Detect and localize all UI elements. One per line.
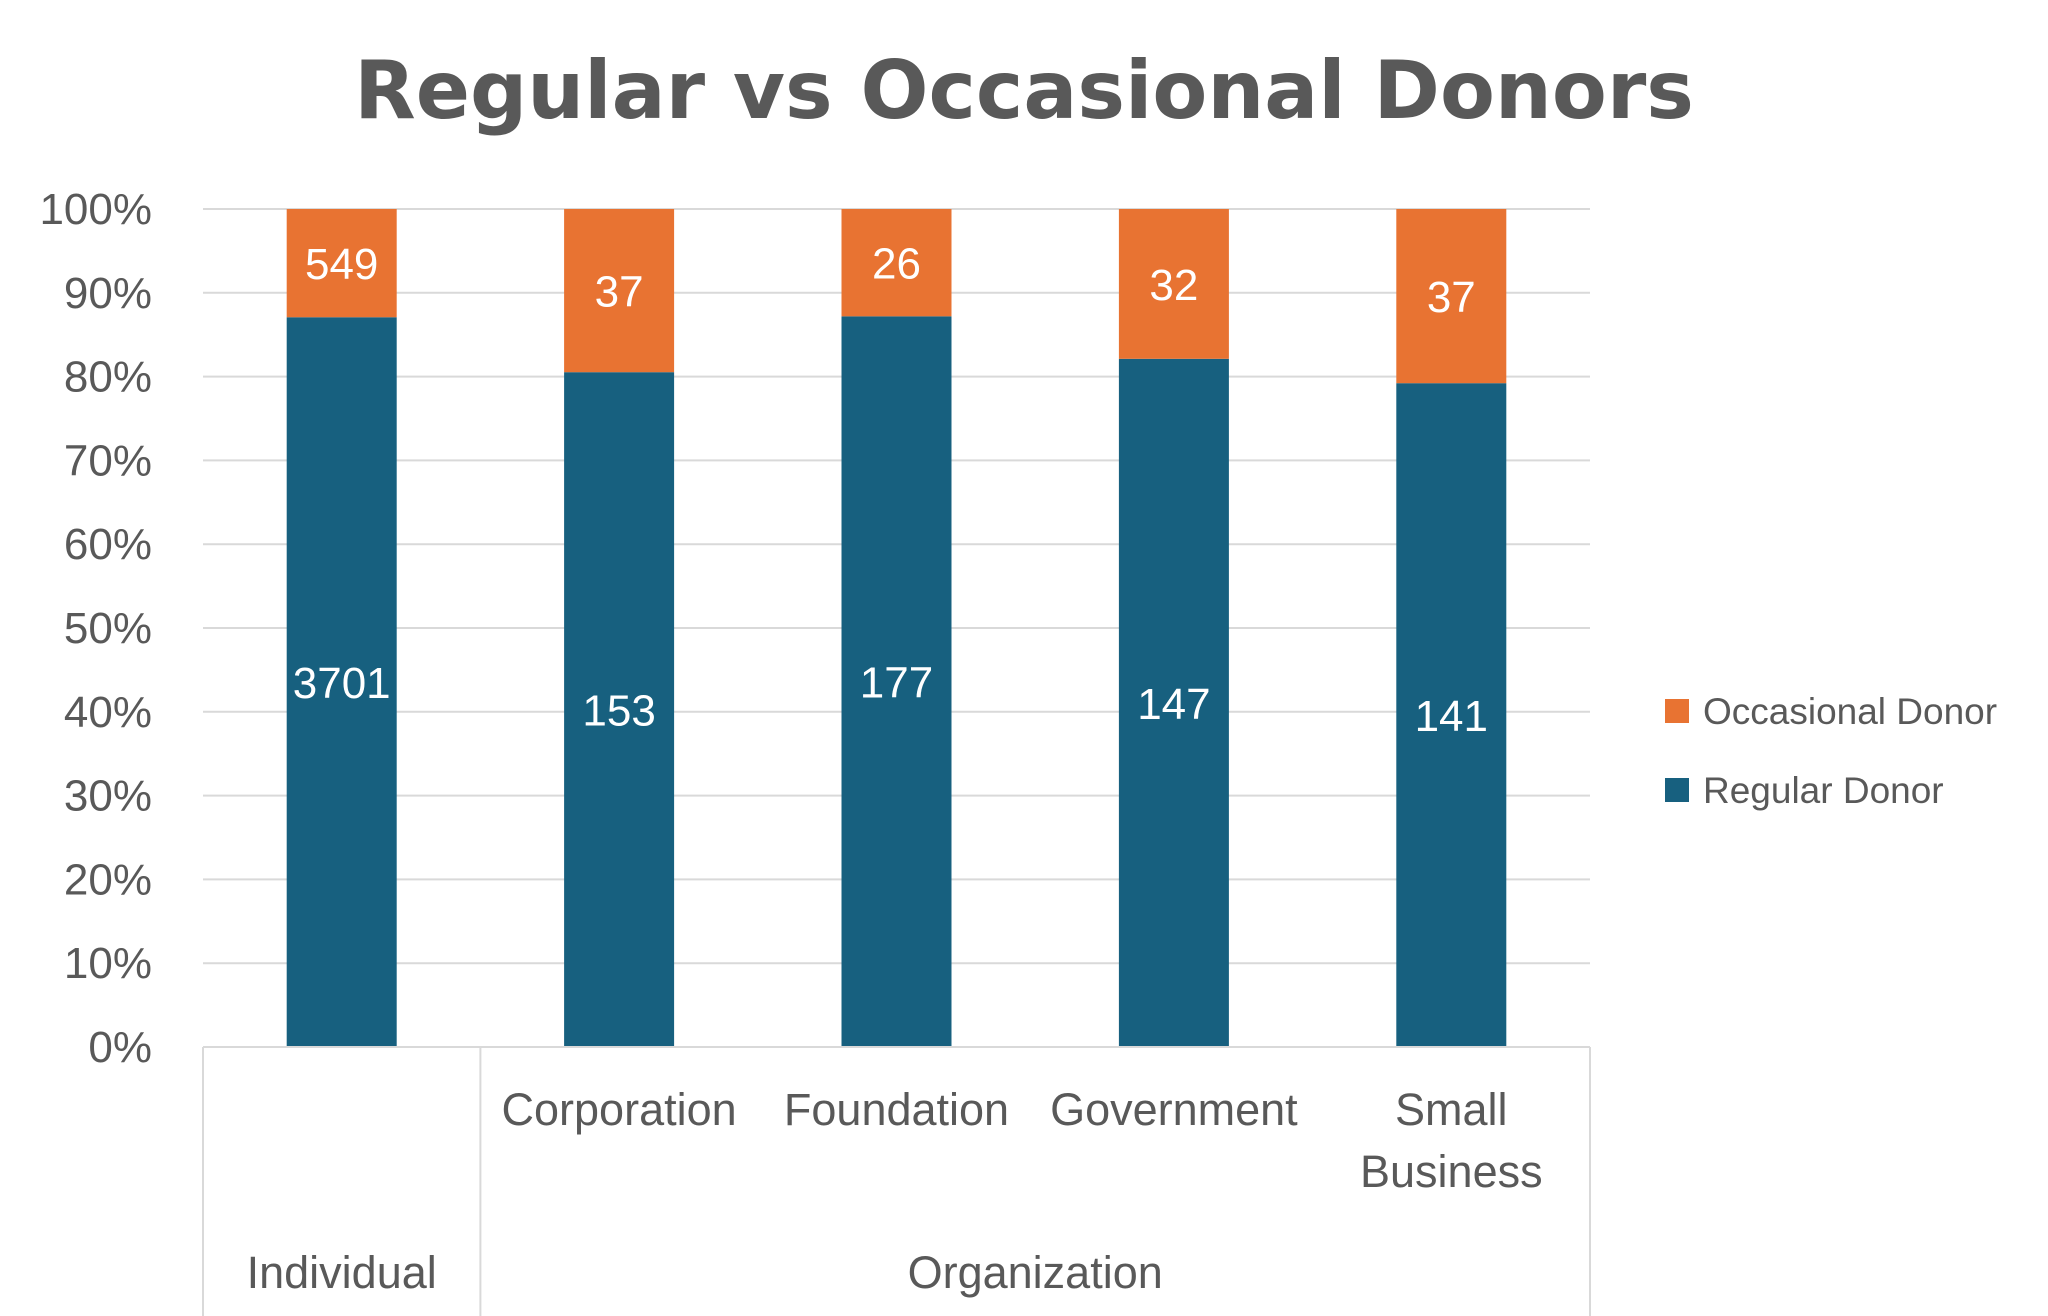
data-label-regular: 147 (1137, 680, 1210, 729)
bar-occasional-donor (841, 209, 952, 317)
category-axis: Corporation Foundation Government Small Busi… (202, 1046, 1591, 1316)
x-category-label: Government (1050, 1084, 1298, 1135)
bar-regular-donor (286, 317, 397, 1047)
legend-label: Regular Donor (1703, 770, 1944, 811)
y-tick-label: 100% (39, 185, 152, 234)
data-label-occasional: 549 (305, 240, 378, 289)
y-tick-label: 80% (64, 353, 152, 402)
y-axis-tick-labels: 0% 10% 20% 30% 40% 50% 60% 70% 80% 90% 100% (39, 185, 152, 1072)
y-tick-label: 90% (64, 269, 152, 318)
bar-regular-donor (564, 372, 675, 1048)
y-tick-label: 50% (64, 604, 152, 653)
legend: Occasional Donor Regular Donor (1665, 691, 1997, 811)
y-tick-label: 0% (88, 1023, 152, 1072)
data-label-regular: 3701 (293, 659, 391, 708)
x-group-label: Organization (908, 1247, 1163, 1298)
bar-regular-donor (1118, 358, 1229, 1047)
x-category-label: Small Business (1360, 1084, 1543, 1197)
y-tick-label: 60% (64, 520, 152, 569)
y-tick-label: 70% (64, 436, 152, 485)
x-category-label: Corporation (502, 1084, 737, 1135)
chart-title: Regular vs Occasional Donors (354, 44, 1694, 137)
x-category-label: Foundation (784, 1084, 1009, 1135)
data-label-regular: 177 (860, 659, 933, 708)
data-label-regular: 153 (582, 687, 655, 736)
data-label-occasional: 26 (872, 240, 921, 289)
data-labels: 3701 549 153 37 177 26 147 32 141 37 (293, 240, 1488, 741)
data-label-occasional: 37 (1427, 273, 1476, 322)
legend-swatch (1665, 699, 1689, 723)
x-group-label: Individual (247, 1247, 437, 1298)
data-label-regular: 141 (1415, 692, 1488, 741)
bar-occasional-donor (564, 209, 675, 373)
bar-occasional-donor (286, 209, 397, 318)
bars (286, 209, 1507, 1048)
y-tick-label: 30% (64, 772, 152, 821)
y-tick-label: 40% (64, 688, 152, 737)
legend-label: Occasional Donor (1703, 691, 1997, 732)
data-label-occasional: 37 (595, 268, 644, 317)
data-label-occasional: 32 (1149, 261, 1198, 310)
bar-regular-donor (841, 316, 952, 1047)
y-tick-label: 10% (64, 939, 152, 988)
bar-regular-donor (1396, 383, 1507, 1047)
bar-occasional-donor (1118, 209, 1229, 359)
legend-swatch (1665, 778, 1689, 802)
bar-occasional-donor (1396, 209, 1507, 384)
y-tick-label: 20% (64, 855, 152, 904)
